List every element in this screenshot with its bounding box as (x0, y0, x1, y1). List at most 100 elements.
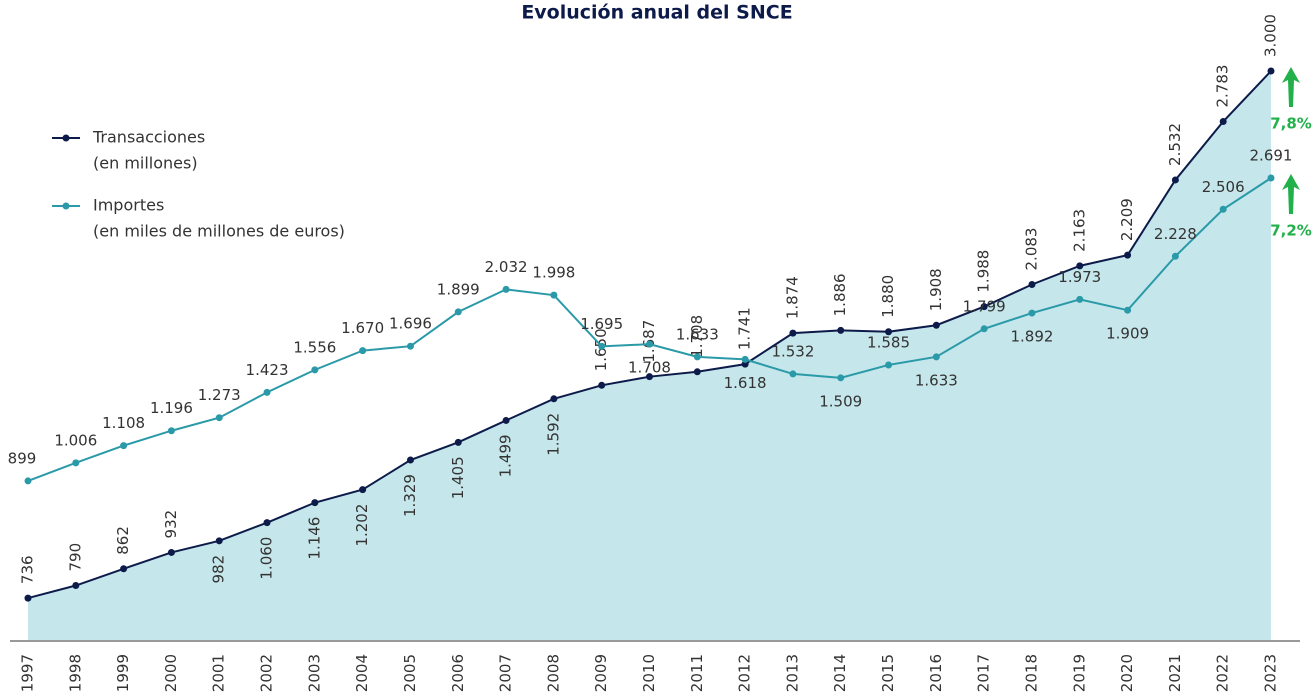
point (1219, 118, 1227, 126)
point (263, 388, 271, 396)
point (980, 325, 988, 333)
x-tick-label: 2001 (210, 654, 228, 692)
data-label: 1.880 (879, 275, 897, 318)
data-label: 1.909 (1106, 325, 1149, 343)
data-label: 2.691 (1250, 147, 1293, 165)
data-label: 2.209 (1118, 198, 1136, 241)
point (454, 438, 462, 446)
point (1076, 295, 1084, 303)
point (359, 486, 367, 494)
point (120, 442, 128, 450)
point (646, 373, 653, 381)
data-label: 1.988 (975, 250, 993, 293)
data-label: 1.006 (54, 431, 97, 449)
data-label: 2.083 (1022, 228, 1040, 271)
data-label: 2.228 (1154, 225, 1197, 243)
legend-unit: (en millones) (93, 154, 198, 173)
data-label: 2.032 (485, 258, 528, 276)
data-label: 862 (114, 526, 132, 555)
data-label: 1.108 (102, 414, 145, 432)
legend-label: Transacciones (92, 128, 205, 147)
point (167, 427, 175, 435)
data-label: 1.532 (771, 342, 814, 360)
data-label: 1.202 (353, 504, 371, 547)
point (1267, 67, 1275, 75)
data-label: 1.329 (401, 474, 419, 517)
data-label: 1.509 (819, 392, 862, 410)
data-label: 3.000 (1262, 14, 1280, 57)
data-label: 932 (162, 510, 180, 539)
data-label: 1.741 (736, 307, 754, 350)
x-tick-label: 2019 (1070, 654, 1088, 692)
area (28, 71, 1271, 640)
point (1171, 252, 1179, 260)
legend-unit: (en miles de millones de euros) (93, 222, 345, 241)
point (598, 381, 606, 389)
x-tick-label: 2008 (544, 654, 562, 692)
x-tick-label: 2009 (592, 654, 610, 692)
data-label: 1.592 (544, 413, 562, 456)
data-label: 899 (8, 449, 37, 467)
point (1219, 205, 1227, 213)
x-tick-label: 2004 (353, 654, 371, 692)
point (215, 537, 223, 545)
data-label: 1.708 (628, 359, 671, 377)
legend-marker (62, 134, 70, 142)
x-tick-label: 2012 (736, 654, 754, 692)
annotation: 7,8% (1270, 115, 1312, 133)
point (406, 342, 414, 350)
x-tick-label: 2005 (401, 654, 419, 692)
x-tick-label: 2021 (1166, 654, 1184, 692)
x-tick-label: 2003 (305, 654, 323, 692)
data-label: 1.423 (246, 361, 289, 379)
x-tick-label: 1999 (114, 654, 132, 692)
x-tick-label: 2006 (449, 654, 467, 692)
x-tick-label: 2018 (1022, 654, 1040, 692)
point (311, 366, 319, 374)
data-label: 2.506 (1202, 178, 1245, 196)
point (693, 368, 701, 376)
point (1028, 280, 1036, 288)
point (311, 499, 319, 507)
x-tick-label: 2000 (162, 654, 180, 692)
data-label: 2.783 (1214, 65, 1232, 108)
point (1267, 174, 1275, 182)
point (24, 594, 32, 602)
data-label: 1.633 (676, 325, 719, 343)
point (550, 395, 558, 403)
point (885, 361, 893, 369)
point (550, 291, 558, 299)
data-label: 1.196 (150, 399, 193, 417)
x-tick-label: 2016 (927, 654, 945, 692)
x-tick-label: 2015 (879, 654, 897, 692)
point (932, 321, 940, 329)
data-label: 1.060 (258, 537, 276, 580)
data-label: 1.708 (688, 315, 706, 358)
x-tick-label: 2011 (688, 654, 706, 692)
point (24, 477, 32, 485)
x-tick-label: 2002 (258, 654, 276, 692)
x-tick-label: 2010 (640, 654, 658, 692)
point (1076, 262, 1084, 270)
data-label: 1.886 (831, 273, 849, 316)
point (263, 519, 271, 527)
chart-title: Evolución anual del SNCE (521, 2, 792, 24)
data-label: 1.908 (927, 268, 945, 311)
point (502, 285, 510, 293)
point (741, 355, 749, 363)
x-tick-label: 2023 (1262, 654, 1280, 692)
point (1171, 176, 1179, 184)
data-label: 2.163 (1070, 209, 1088, 252)
point (1124, 306, 1132, 314)
data-label: 1.585 (867, 333, 910, 351)
point (72, 459, 80, 467)
data-label: 1.405 (449, 456, 467, 499)
data-label: 2.532 (1166, 123, 1184, 166)
data-label: 1.618 (724, 374, 767, 392)
legend-label: Importes (93, 196, 164, 215)
data-label: 982 (210, 555, 228, 584)
data-label: 1.633 (915, 371, 958, 389)
point (885, 328, 893, 336)
data-label: 1.273 (198, 386, 241, 404)
